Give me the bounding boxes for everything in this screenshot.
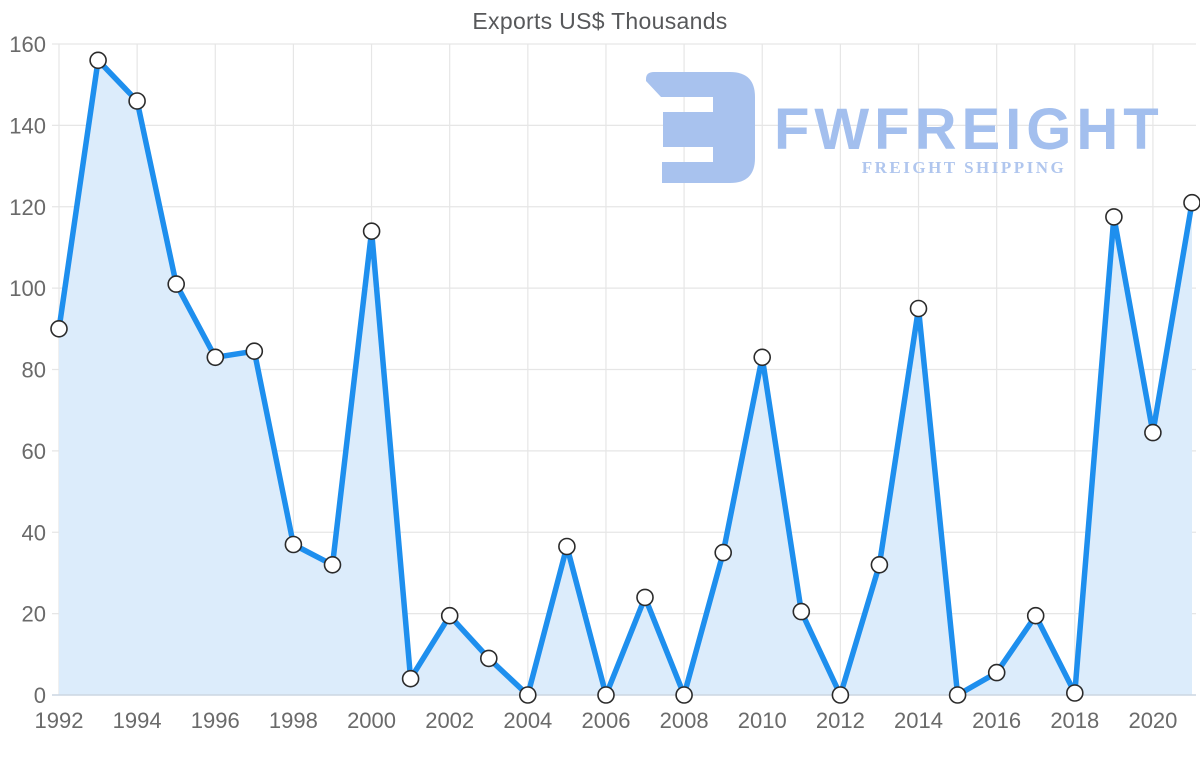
x-axis-label: 2010 bbox=[738, 708, 787, 733]
area-fill bbox=[59, 60, 1192, 696]
x-axis-label: 1994 bbox=[113, 708, 162, 733]
data-point-2002[interactable] bbox=[440, 606, 459, 625]
y-axis-label: 80 bbox=[22, 358, 46, 383]
x-axis-label: 2008 bbox=[660, 708, 709, 733]
data-point-2001[interactable] bbox=[401, 669, 420, 688]
data-point-2007[interactable] bbox=[636, 588, 654, 607]
data-point-1998[interactable] bbox=[284, 535, 303, 554]
x-axis-label: 2002 bbox=[425, 708, 474, 733]
x-axis-label: 1992 bbox=[35, 708, 84, 733]
data-point-2014[interactable] bbox=[909, 299, 928, 318]
data-point-2008[interactable] bbox=[675, 686, 693, 704]
data-point-1997[interactable] bbox=[245, 342, 264, 361]
data-point-2017[interactable] bbox=[1026, 606, 1045, 625]
data-point-1995[interactable] bbox=[167, 275, 185, 293]
y-axis-label: 20 bbox=[22, 602, 46, 627]
y-axis-label: 40 bbox=[22, 520, 46, 545]
data-point-2015[interactable] bbox=[948, 686, 967, 704]
x-axis-label: 2016 bbox=[972, 708, 1021, 733]
data-point-1994[interactable] bbox=[128, 92, 146, 110]
data-point-2019[interactable] bbox=[1105, 208, 1123, 226]
chart-title: Exports US$ Thousands bbox=[472, 8, 728, 34]
x-axis-label: 2000 bbox=[347, 708, 396, 733]
data-point-2016[interactable] bbox=[987, 663, 1006, 682]
y-axis-label: 60 bbox=[22, 439, 46, 464]
data-point-1999[interactable] bbox=[323, 555, 342, 574]
data-point-1992[interactable] bbox=[50, 319, 68, 338]
y-axis-label: 120 bbox=[9, 195, 46, 220]
x-axis-label: 1996 bbox=[191, 708, 240, 733]
x-axis-label: 2014 bbox=[894, 708, 943, 733]
data-point-2003[interactable] bbox=[479, 649, 498, 668]
data-point-2004[interactable] bbox=[518, 686, 537, 704]
y-axis-label: 100 bbox=[9, 276, 46, 301]
data-point-2018[interactable] bbox=[1066, 684, 1084, 702]
data-point-2005[interactable] bbox=[558, 537, 576, 556]
data-point-2013[interactable] bbox=[870, 555, 889, 574]
data-point-2006[interactable] bbox=[597, 686, 615, 704]
x-axis-label: 2006 bbox=[581, 708, 630, 733]
data-point-2021[interactable] bbox=[1183, 193, 1200, 212]
data-point-1996[interactable] bbox=[206, 348, 225, 367]
data-point-2010[interactable] bbox=[753, 348, 772, 367]
data-point-2020[interactable] bbox=[1144, 423, 1162, 442]
y-axis-label: 140 bbox=[9, 113, 46, 138]
data-point-2000[interactable] bbox=[362, 222, 381, 240]
x-axis-label: 1998 bbox=[269, 708, 318, 733]
x-axis-label: 2004 bbox=[503, 708, 552, 733]
data-point-2009[interactable] bbox=[714, 543, 733, 562]
data-point-2012[interactable] bbox=[831, 686, 850, 704]
y-axis-label: 160 bbox=[9, 32, 46, 57]
y-axis-label: 0 bbox=[34, 683, 46, 708]
data-point-2011[interactable] bbox=[792, 602, 811, 621]
x-axis-label: 2018 bbox=[1050, 708, 1099, 733]
x-axis-label: 2012 bbox=[816, 708, 865, 733]
data-point-1993[interactable] bbox=[89, 51, 107, 70]
x-axis-label: 2020 bbox=[1128, 708, 1177, 733]
